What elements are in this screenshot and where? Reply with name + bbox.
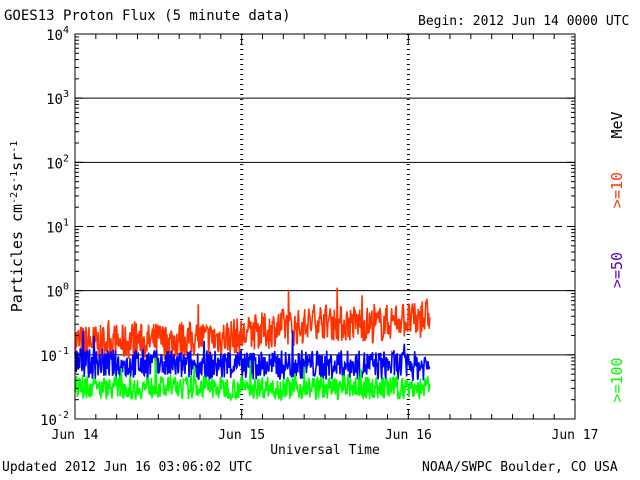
credit: NOAA/SWPC Boulder, CO USA: [422, 460, 618, 475]
series-line: [74, 357, 431, 403]
x-axis-label: Universal Time: [270, 443, 380, 458]
y-tick-label: 10-2: [40, 410, 69, 429]
y-tick-label: 102: [46, 153, 69, 172]
legend-unit: MeV: [608, 111, 626, 138]
legend-entry: >=100: [608, 357, 626, 402]
legend-entry: >=10: [608, 172, 626, 208]
x-tick-label: Jun 17: [552, 428, 599, 443]
y-tick-label: 104: [46, 25, 69, 44]
y-tick-label: 103: [46, 89, 69, 108]
y-tick-label: 101: [46, 218, 69, 237]
y-tick-label: 10-1: [40, 346, 69, 365]
updated-time: Updated 2012 Jun 16 03:06:02 UTC: [2, 460, 253, 475]
series-line: [74, 330, 431, 381]
legend-entry: >=50: [608, 252, 626, 288]
chart-title: GOES13 Proton Flux (5 minute data): [4, 8, 291, 24]
series-line: [74, 287, 431, 362]
x-tick-label: Jun 15: [218, 428, 265, 443]
x-tick-label: Jun 14: [52, 428, 99, 443]
x-tick-label: Jun 16: [385, 428, 432, 443]
y-axis-label: Particles cm-2s-1sr-1: [8, 141, 26, 313]
y-tick-label: 100: [46, 282, 69, 301]
begin-time: Begin: 2012 Jun 14 0000 UTC: [418, 14, 630, 29]
